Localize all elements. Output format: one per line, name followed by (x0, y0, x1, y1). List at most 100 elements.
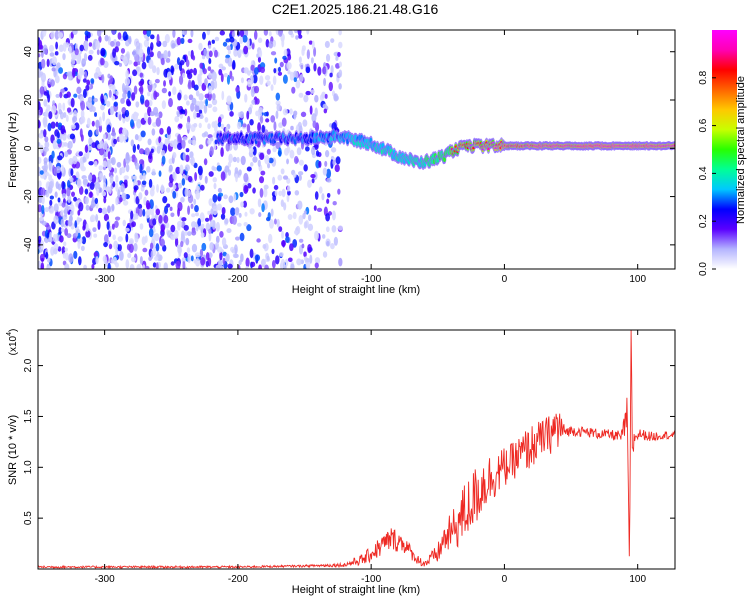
spectrogram-cell (295, 79, 301, 89)
spectrogram-cell (85, 204, 90, 211)
spectrogram-cell (326, 192, 331, 198)
spectrogram-cell (325, 226, 330, 233)
spectrogram-cell (100, 47, 106, 57)
spectrogram-cell (53, 166, 58, 177)
spectrogram-cell (221, 207, 226, 215)
spectrogram-cell (217, 122, 222, 128)
spectrogram-cell (54, 75, 60, 84)
spectrogram-cell (292, 70, 299, 80)
spectrogram-cell (297, 171, 304, 176)
spectrogram-cell (242, 200, 248, 208)
spectrogram-cell (236, 156, 240, 164)
spectrogram-cell (220, 73, 224, 83)
spectrogram-cell (91, 95, 95, 105)
spectrogram-cell (267, 162, 271, 169)
spectrogram-y-ticks: -40 -20 0 20 40 (23, 46, 675, 252)
spectrogram-cell (213, 120, 219, 129)
spectrogram-cell (64, 207, 68, 218)
spectrogram-cell (152, 65, 157, 74)
spectrogram-cell (135, 162, 140, 170)
spectrogram-cell (222, 41, 228, 47)
spectrogram-cell (131, 175, 135, 180)
spectrogram-cell (80, 134, 84, 142)
spectrogram-cell (301, 243, 305, 249)
spectrogram-cell (97, 207, 103, 214)
spectrogram-cell (57, 122, 62, 127)
spectrogram-cell (57, 155, 63, 161)
spectrogram-cell (136, 144, 140, 150)
spectrogram-cell (56, 62, 61, 69)
spectrogram-cell (87, 96, 93, 103)
spectrogram-cell (54, 30, 60, 40)
spectrogram-cell (50, 31, 55, 40)
spectrogram-cell (182, 152, 186, 161)
spectrogram-cell (93, 72, 99, 79)
spectrogram-cell (61, 132, 67, 141)
spectrogram-cell (330, 64, 334, 75)
spectrogram-cell (142, 247, 148, 253)
spectrogram-cell (82, 156, 87, 163)
spectrogram-cell (165, 222, 170, 229)
colorbar-label: Normalized spectral amplitude (735, 76, 747, 224)
spectrogram-cell (111, 223, 115, 230)
spectrogram-cell (112, 181, 116, 188)
spectrogram-cell (191, 230, 197, 236)
spectrogram-cell (38, 132, 44, 139)
spectrogram-cell (259, 152, 265, 161)
spectrogram-cell (218, 68, 223, 76)
spectrogram-cell (87, 174, 93, 182)
spectrogram-cell (282, 55, 287, 60)
spectrogram-cell (203, 104, 208, 114)
snr-frame (37, 329, 676, 570)
spectrogram-cell (261, 203, 265, 213)
spectrogram-cell (74, 220, 78, 228)
spectrogram-cell (192, 55, 196, 61)
spectrogram-cell (274, 189, 278, 197)
spectrogram-cell (80, 100, 86, 111)
spectrogram-cell (170, 212, 175, 218)
spectrogram-cell (169, 206, 173, 212)
spectrogram-cell (289, 108, 293, 115)
spectrogram-cell (113, 101, 118, 107)
spectrogram-cell (224, 165, 230, 173)
spectrogram-cell (181, 139, 186, 149)
spectrogram-cell (268, 157, 274, 164)
spectrogram-cell (124, 77, 131, 86)
spectrogram-cell (63, 112, 67, 118)
spectrogram-cell (227, 49, 232, 55)
spectrogram-cell (219, 251, 223, 261)
colorbar-ticks: 0.0 0.2 0.4 0.6 0.8 (698, 70, 716, 276)
spectrogram-cell (124, 84, 130, 91)
spectrogram-cell (239, 232, 245, 242)
spectrogram-cell (208, 44, 212, 50)
spectrogram-cell (263, 30, 269, 36)
spectrogram-cell (207, 85, 212, 95)
spectrogram-cell (209, 146, 214, 157)
spectrogram-cell (306, 49, 310, 60)
spectrogram-cell (95, 256, 99, 265)
spectrogram-cell (120, 48, 126, 54)
spectrogram-cell (278, 122, 283, 129)
spectrogram-cell (162, 40, 168, 48)
spectrogram-cell (292, 239, 298, 248)
spectrogram-cell (231, 76, 235, 82)
spectrogram-cell (150, 34, 155, 40)
spectrogram-cell (226, 74, 231, 85)
spectrogram-cell (305, 258, 311, 263)
spectrogram-cell (277, 174, 283, 181)
spectrogram-cell (137, 60, 141, 66)
spectrogram-cell (127, 252, 132, 259)
spectrogram-cell (149, 51, 154, 58)
spectrogram-cell (41, 194, 45, 205)
spectrogram-cell (78, 186, 84, 195)
spectrogram-cell (293, 156, 299, 165)
spectrogram-cell (226, 228, 232, 234)
spectrogram-cell (295, 35, 299, 40)
spectrogram-cell (178, 123, 183, 129)
spectrogram-cell (185, 100, 190, 106)
spectrogram-cell (310, 173, 316, 179)
spectrogram-cell (325, 213, 331, 222)
spectrogram-cell (243, 45, 249, 55)
spectrogram-cell (112, 234, 116, 241)
spectrogram-y-tick-label: 0 (23, 145, 34, 151)
